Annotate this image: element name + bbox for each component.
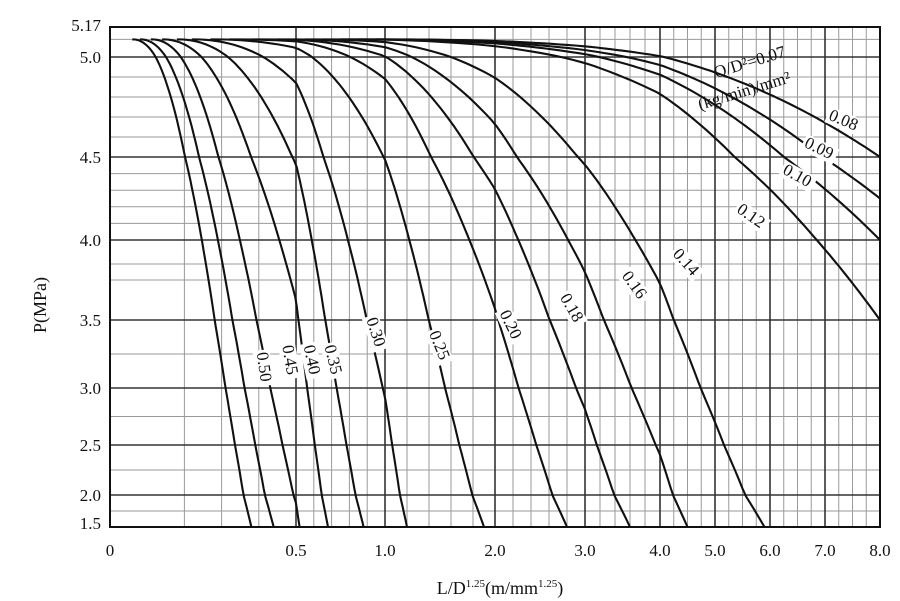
x-axis-title-mid: (m/mm (485, 578, 538, 599)
y-tick-label: 3.5 (80, 311, 101, 330)
y-axis-title: P(MPa) (30, 277, 51, 333)
x-tick-label: 1.0 (374, 541, 395, 560)
y-tick-label: 4.0 (80, 231, 101, 250)
curve-label-bg (424, 326, 454, 367)
x-tick-label: 7.0 (814, 541, 835, 560)
curve-label-bg (824, 106, 865, 137)
y-tick-label: 2.5 (80, 436, 101, 455)
curve-label: 0.45 (278, 344, 302, 377)
series-curve-0.50 (132, 38, 253, 528)
curve-label-bg (494, 305, 526, 346)
curve-label-bg (361, 313, 390, 353)
x-axis-title-sup1: 1.25 (466, 578, 486, 590)
x-tick-label: 0 (106, 541, 115, 560)
series-curve-0.35 (162, 38, 330, 528)
curves (132, 38, 881, 528)
x-axis-title-sup2: 1.25 (538, 578, 558, 590)
series-curve-0.10 (322, 38, 881, 321)
x-tick-label: 8.0 (869, 541, 890, 560)
x-tick-label: 3.0 (574, 541, 595, 560)
series-curve-0.14 (277, 38, 689, 528)
y-tick-label: 5.0 (80, 48, 101, 67)
curve-label-bg (616, 266, 652, 306)
x-tick-label: 4.0 (649, 541, 670, 560)
curve-label-bg (731, 199, 772, 235)
curve-label-bg (320, 341, 346, 381)
curve-label-bg (667, 244, 705, 283)
curve-label-bg (252, 348, 275, 387)
curve-label-bg (777, 160, 818, 193)
y-tick-label: 3.0 (80, 379, 101, 398)
curve-label: 0.50 (253, 351, 276, 383)
x-axis-title-end: ) (557, 578, 563, 599)
curve-label-bg (277, 341, 301, 381)
x-axis-title-main: L/D (437, 578, 466, 598)
y-tick-label: 4.5 (80, 148, 101, 167)
series-curve-0.20 (210, 38, 485, 528)
curve-label-bg (799, 133, 840, 165)
y-tick-label: 5.17 (71, 16, 101, 35)
curve-label-bg (299, 341, 324, 381)
series-curve-0.16 (251, 38, 631, 528)
series-curve-0.40 (150, 38, 301, 528)
y-tick-label: 2.0 (80, 486, 101, 505)
series-curve-0.12 (304, 38, 766, 528)
x-axis-title: L/D1.25(m/mm1.25) (437, 578, 564, 599)
x-tick-label: 2.0 (484, 541, 505, 560)
annotation-line-2: (kg/min)/mm² (696, 68, 793, 114)
x-tick-label: 5.0 (704, 541, 725, 560)
plot-frame (109, 26, 881, 528)
x-tick-label: 0.5 (285, 541, 306, 560)
y-tick-label: 1.5 (80, 514, 101, 533)
series-curve-0.07 (376, 38, 881, 158)
series-curve-0.18 (229, 38, 568, 528)
series-curve-0.30 (177, 38, 365, 528)
curve-labels: 0.080.090.100.120.140.160.180.200.250.30… (252, 105, 865, 387)
tick-labels: 0 0.5 1.0 2.0 3.0 4.0 5.0 6.0 7.0 8.0 1.5 2.0 2.5 3.0… (71, 16, 890, 560)
x-tick-label: 6.0 (759, 541, 780, 560)
series-curve-0.25 (191, 38, 409, 528)
curve-label-bg (555, 289, 588, 329)
series-curve-0.45 (139, 38, 275, 528)
